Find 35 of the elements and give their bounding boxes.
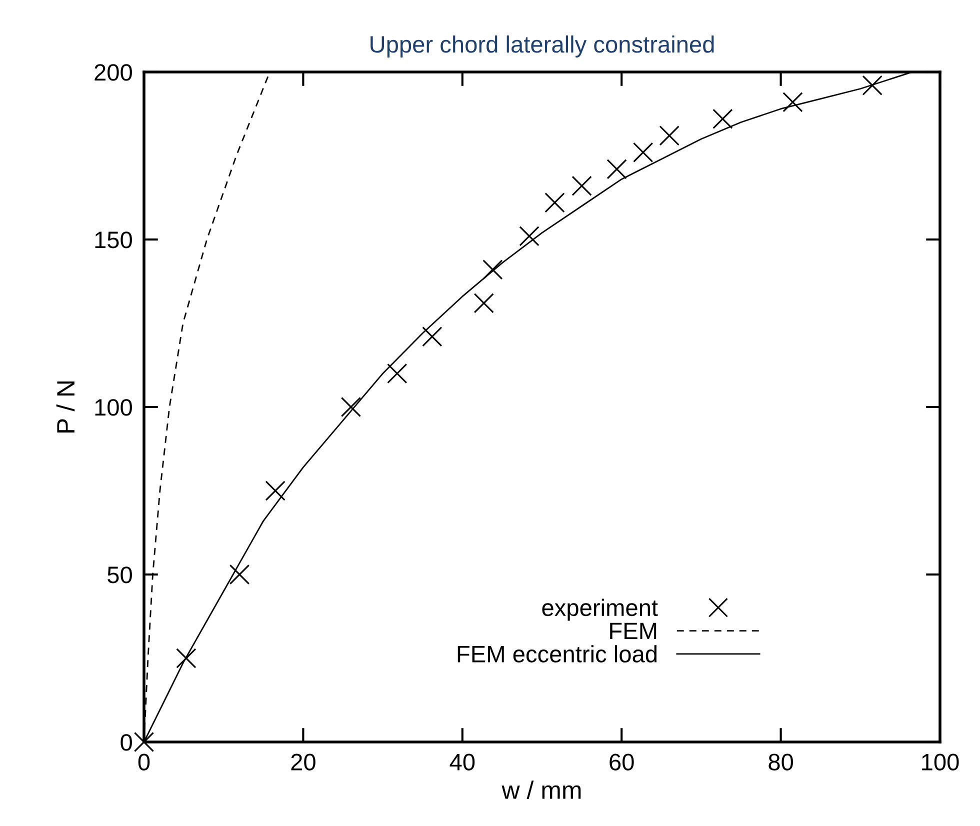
- point: [134, 732, 154, 752]
- point: [659, 126, 680, 146]
- y-tick-label: 200: [94, 64, 132, 81]
- point: [519, 226, 540, 246]
- point: [387, 363, 408, 384]
- legend-label: FEM eccentric load: [458, 645, 657, 662]
- x-tick-label: 80: [768, 754, 794, 770]
- point: [176, 648, 196, 668]
- point: [229, 564, 250, 585]
- point: [544, 192, 565, 213]
- y-tick-label: 50: [108, 566, 132, 584]
- x-tick-label: 0: [138, 754, 150, 770]
- point: [633, 142, 654, 162]
- y-axis-title: P / N: [56, 381, 75, 433]
- x-tick-label: 100: [922, 754, 959, 770]
- point: [474, 293, 494, 314]
- x-axis-title: w / mm: [502, 780, 581, 800]
- point: [265, 480, 286, 501]
- x-tick-label: 20: [291, 754, 316, 770]
- y-tick-label: 150: [95, 232, 132, 248]
- point: [712, 108, 733, 129]
- point: [422, 326, 442, 347]
- chart-title: Upper chord laterally constrained: [370, 35, 714, 58]
- point: [572, 176, 592, 196]
- legend-label: experiment: [542, 598, 658, 621]
- x-tick-label: 60: [610, 754, 634, 770]
- point: [862, 75, 882, 96]
- y-tick-label: 0: [120, 734, 132, 751]
- legend-label: FEM: [610, 622, 656, 640]
- point: [340, 396, 362, 418]
- y-tick-label: 100: [95, 399, 132, 416]
- point: [482, 260, 503, 280]
- point: [782, 92, 803, 112]
- point: [606, 159, 627, 180]
- x-tick-label: 40: [450, 754, 475, 770]
